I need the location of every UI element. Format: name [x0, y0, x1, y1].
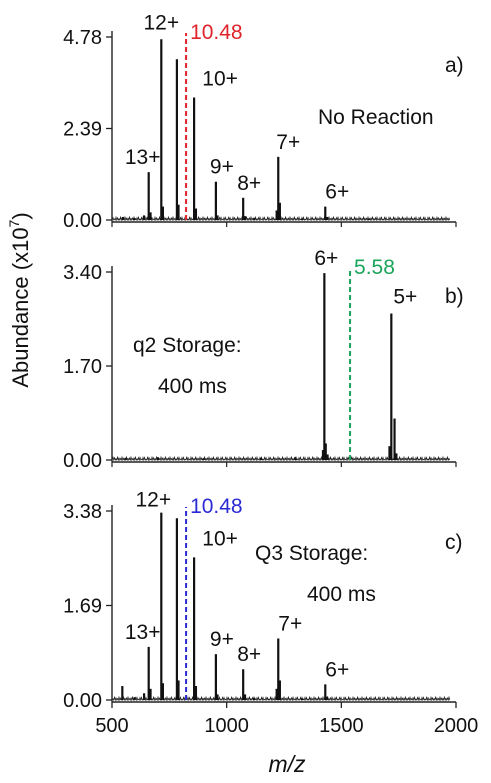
baseline-noise: [111, 455, 451, 462]
charge-state-label: 13+: [125, 146, 161, 169]
charge-state-label: 12+: [135, 489, 171, 512]
charge-state-label: 7+: [276, 131, 300, 154]
baseline-noise: [111, 215, 451, 222]
baseline-noise: [111, 695, 451, 702]
charge-state-label: 6+: [325, 181, 349, 204]
y-tick-label: 0.00: [63, 690, 102, 712]
y-tick-label: 0.00: [63, 450, 102, 472]
charge-state-label: 12+: [143, 11, 179, 34]
charge-state-label: 7+: [278, 612, 302, 635]
panel-note: No Reaction: [318, 106, 434, 129]
x-tick-label: 2000: [434, 715, 479, 737]
shared-x-axis: 500 1000 1500 2000: [95, 222, 478, 737]
charge-state-label: 9+: [210, 628, 234, 651]
x-tick-label: 1000: [204, 715, 249, 737]
panel-tag: b): [445, 285, 464, 308]
charge-state-label: 6+: [325, 658, 349, 681]
y-tick-label: 1.69: [63, 596, 102, 618]
average-charge-label: 10.48: [190, 495, 243, 518]
charge-state-label: 10+: [202, 67, 238, 90]
x-tick-label: 1500: [319, 715, 364, 737]
average-charge-label: 10.48: [190, 21, 243, 44]
panel-note: 400 ms: [158, 375, 227, 398]
panel-tag: c): [445, 531, 463, 554]
y-tick-label: 2.39: [63, 119, 102, 141]
panel-note: Q3 Storage:: [255, 542, 368, 565]
y-tick-label: 1.70: [63, 356, 102, 378]
x-axis-label: m/z: [268, 751, 306, 777]
charge-state-label: 13+: [125, 621, 161, 644]
charge-state-label: 6+: [314, 247, 338, 270]
panel-tag: a): [445, 54, 464, 77]
panel-note: 400 ms: [307, 583, 376, 606]
y-tick-label: 3.40: [63, 262, 102, 284]
average-charge-label: 5.58: [354, 256, 395, 279]
panel-note: q2 Storage:: [133, 334, 242, 357]
y-tick-label: 3.38: [63, 501, 102, 523]
spectrum-panel-a: 0.00 2.39 4.78 10.48 12+ 13+ 10+ 9+8+ 7+ 6+ a) No R…: [63, 11, 464, 232]
charge-state-label: 9+: [210, 156, 234, 179]
x-tick-label: 500: [95, 715, 128, 737]
y-tick-label: 4.78: [63, 27, 102, 49]
charge-state-label: 5+: [393, 285, 417, 308]
charge-state-label: 8+: [237, 643, 261, 666]
y-axis-label: Abundance (x107): [6, 212, 33, 387]
spectrum-panel-b: 0.00 1.70 3.40 5.58 6+ 5+ b) q2 Storage: 400 ms: [63, 247, 464, 472]
charge-state-label: 8+: [237, 172, 261, 195]
y-tick-label: 0.00: [63, 210, 102, 232]
charge-state-label: 10+: [202, 527, 238, 550]
spectrum-panel-c: 0.00 1.69 3.38 10.48 12+ 13+ 10+ 9+8+ 7+ 6+ c) Q3 S…: [63, 489, 462, 712]
